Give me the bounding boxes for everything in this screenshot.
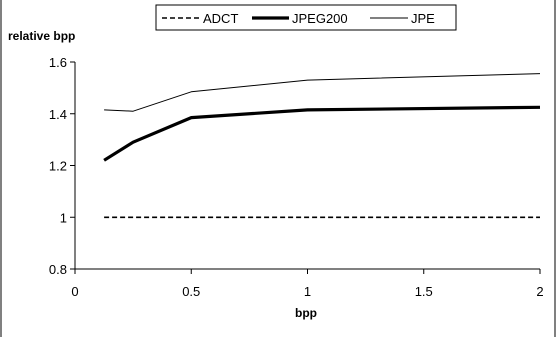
x-axis-title: bpp [295,306,317,320]
y-tick-label: 1.6 [49,55,67,70]
y-tick-label: 1.4 [49,107,67,122]
x-tick-label: 2 [536,284,543,299]
y-tick-label: 1 [60,210,67,225]
series-line-jpe [104,73,541,112]
x-tick-label: 1.5 [415,284,433,299]
y-tick-label: 1.2 [49,159,67,174]
series-line-jpeg200 [103,105,541,162]
y-tick-label: 0.8 [49,262,67,277]
ticks: 0.8 1 1.2 1.4 1.6 0 0.5 1 1.5 2 [49,55,544,299]
legend-label-jpe: JPE [411,11,435,26]
legend-label-jpeg200: JPEG200 [292,11,348,26]
legend: ADCT JPEG200 JPE [155,4,457,31]
x-tick-label: 0.5 [182,284,200,299]
legend-label-adct: ADCT [203,11,238,26]
y-axis-title: relative bpp [8,29,75,43]
x-tick-label: 1 [304,284,311,299]
series [103,73,541,219]
x-tick-label: 0 [71,284,78,299]
